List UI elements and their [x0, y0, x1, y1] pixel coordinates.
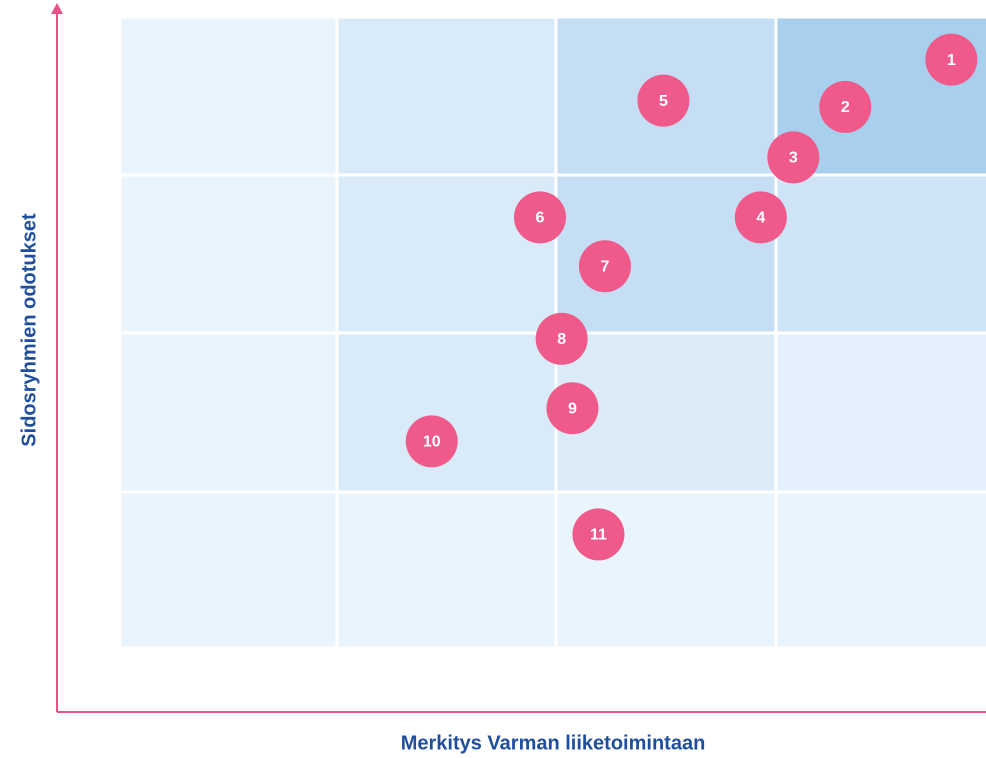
cell	[335, 490, 558, 650]
point	[578, 240, 631, 293]
point	[535, 312, 588, 365]
point	[514, 191, 567, 244]
cell	[118, 490, 339, 650]
cell	[774, 173, 986, 335]
point-label: 9	[568, 400, 577, 417]
point-label: 7	[601, 258, 610, 275]
point-label: 1	[947, 52, 956, 69]
point-label: 8	[557, 331, 566, 348]
cell	[774, 331, 986, 494]
point-label: 2	[841, 99, 850, 116]
point	[925, 33, 978, 86]
cell	[118, 15, 339, 177]
point	[572, 508, 625, 561]
y-axis-arrow	[51, 3, 63, 14]
point	[546, 382, 599, 435]
point-label: 10	[423, 434, 441, 451]
cell	[335, 331, 558, 494]
point-label: 3	[789, 150, 798, 167]
cell	[335, 173, 558, 335]
cell	[118, 173, 339, 335]
y-axis-label: Sidosryhmien odotukset	[18, 213, 40, 447]
point-label: 6	[536, 210, 545, 227]
point	[405, 415, 458, 468]
point	[819, 80, 872, 133]
cell	[774, 490, 986, 650]
x-axis-label: Merkitys Varman liiketoimintaan	[401, 732, 706, 754]
cell	[335, 15, 558, 177]
point-label: 4	[756, 210, 765, 227]
cell	[118, 331, 339, 494]
point-label: 5	[659, 93, 668, 110]
point-label: 11	[590, 527, 607, 544]
axes	[51, 3, 986, 713]
point	[767, 131, 820, 184]
point	[734, 191, 787, 244]
point	[637, 74, 690, 127]
